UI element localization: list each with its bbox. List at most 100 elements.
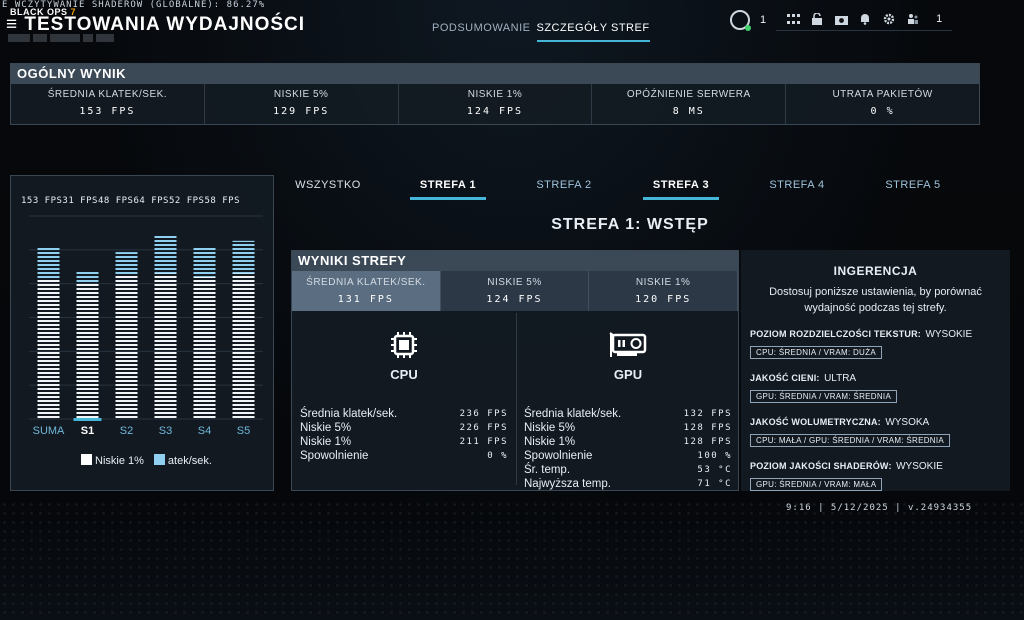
setting-shadow-quality[interactable]: JAKOŚĆ CIENI: ULTRA GPU: ŚREDNIA / VRAM:… — [750, 368, 1010, 404]
metric-label: Niskie 1% — [300, 436, 352, 448]
zone-results-panel: WYNIKI STREFY ŚREDNIA KLATEK/SEK. 131 FPS… — [291, 250, 739, 491]
zone-tab-3[interactable]: STREFA 3 — [643, 179, 719, 200]
bar-low1-s5[interactable] — [232, 273, 255, 419]
chart-top-labels: 153 FPS31 FPS48 FPS64 FPS52 FPS58 FPS — [21, 196, 240, 206]
rank-icon[interactable] — [730, 9, 751, 31]
legend-label: atek/sek. — [167, 455, 212, 467]
bar-low1-s2[interactable] — [115, 274, 138, 419]
stat-label: ŚREDNIA KLATEK/SEK. — [47, 89, 168, 100]
bar-avg-fps-s2[interactable] — [115, 252, 138, 275]
overall-title: OGÓLNY WYNIK — [11, 64, 979, 84]
metric-label: Niskie 1% — [524, 436, 576, 448]
setting-name: POZIOM ROZDZIELCZOŚCI TEKSTUR: — [750, 329, 921, 339]
lock-icon[interactable] — [810, 12, 824, 26]
rank-level: 1 — [760, 13, 767, 26]
zone-tab-1[interactable]: STREFA 1 — [410, 179, 486, 200]
metric-row: Śr. temp. 53 °C — [524, 463, 732, 477]
stat-label: NISKIE 1% — [467, 89, 523, 100]
gpu-icon — [609, 331, 647, 359]
metric-value: 53 °C — [697, 465, 732, 475]
legend-item-low1: Niskie 1% — [81, 454, 144, 467]
zone-tab-5[interactable]: STREFA 5 — [885, 179, 941, 191]
zone-tab-4[interactable]: STREFA 4 — [769, 179, 825, 191]
bar-avg-fps-s4[interactable] — [193, 247, 216, 277]
zone-tab-2[interactable]: STREFA 2 — [536, 179, 592, 191]
stat-label: NISKIE 5% — [487, 277, 542, 288]
bell-icon[interactable] — [858, 12, 872, 26]
shader-loading-ticker: E WCZYTYWANIE SHADERÓW (GLOBALNE): 86.27… — [2, 0, 266, 10]
bar-low1-suma[interactable] — [37, 279, 60, 419]
friends-icon[interactable] — [906, 12, 920, 26]
setting-value: ULTRA — [824, 373, 857, 384]
chart-category-label-s2[interactable]: S2 — [120, 425, 133, 437]
setting-name: POZIOM JAKOŚCI SHADERÓW: — [750, 461, 892, 471]
chart-category-label-suma[interactable]: SUMA — [33, 425, 65, 437]
metric-label: Niskie 5% — [300, 422, 352, 434]
metric-label: Śr. temp. — [524, 464, 571, 476]
stat-avg-fps: ŚREDNIA KLATEK/SEK. 131 FPS — [292, 271, 441, 311]
setting-volumetric-quality[interactable]: JAKOŚĆ WOLUMETRYCZNA: WYSOKA CPU: MAŁA /… — [750, 412, 1010, 448]
stat-low5: NISKIE 5% 129 FPS — [205, 84, 399, 124]
system-icons: 1 — [776, 8, 953, 31]
stat-label: NISKIE 1% — [635, 277, 691, 288]
stat-value: 129 FPS — [273, 106, 330, 117]
stat-avg-fps: ŚREDNIA KLATEK/SEK. 153 FPS — [11, 84, 205, 124]
bar-avg-fps-s1[interactable] — [76, 271, 99, 284]
bar-low1-s1[interactable] — [76, 283, 99, 419]
stat-label: UTRATA PAKIETÓW — [832, 89, 933, 100]
chart-legend: Niskie 1% atek/sek. — [81, 454, 212, 467]
stat-label: ŚREDNIA KLATEK/SEK. — [306, 277, 426, 288]
gear-icon[interactable] — [882, 12, 896, 26]
stat-low1: NISKIE 1% 124 FPS — [399, 84, 593, 124]
metric-row: Średnia klatek/sek. 132 FPS — [524, 407, 732, 421]
metric-row: Niskie 1% 211 FPS — [300, 435, 508, 449]
metric-label: Niskie 5% — [524, 422, 576, 434]
tab-zone-details[interactable]: SZCZEGÓŁY STREF — [536, 22, 650, 42]
stat-packet-loss: UTRATA PAKIETÓW 0 % — [786, 84, 979, 124]
gpu-metrics: Średnia klatek/sek. 132 FPS Niskie 5% 128 … — [524, 407, 732, 491]
stat-low1: NISKIE 1% 120 FPS — [589, 271, 739, 311]
stat-value: 120 FPS — [635, 294, 692, 305]
cpu-metrics: Średnia klatek/sek. 236 FPS Niskie 5% 226 … — [300, 407, 508, 463]
legend-item-avg: atek/sek. — [153, 454, 212, 467]
stat-label: NISKIE 5% — [273, 89, 329, 100]
chart-category-label-s5[interactable]: S5 — [237, 425, 250, 437]
camera-icon[interactable] — [834, 12, 848, 26]
metric-row: Spowolnienie 100 % — [524, 449, 732, 463]
stat-label: OPÓŹNIENIE SERWERA — [626, 89, 751, 100]
setting-value: WYSOKA — [885, 417, 930, 428]
gpu-section: GPU Średnia klatek/sek. 132 FPS Niskie 5%… — [516, 313, 740, 490]
setting-impact-tag: GPU: ŚREDNIA / VRAM: ŚREDNIA — [750, 390, 898, 403]
bar-avg-fps-suma[interactable] — [37, 246, 60, 280]
metric-value: 236 FPS — [459, 409, 508, 419]
setting-impact-tag: GPU: ŚREDNIA / VRAM: MAŁA — [750, 478, 883, 491]
grid-icon[interactable] — [786, 12, 800, 26]
setting-impact-tag: CPU: ŚREDNIA / VRAM: DUŻA — [750, 346, 882, 359]
setting-name: JAKOŚĆ WOLUMETRYCZNA: — [750, 417, 881, 427]
zone-tab-all[interactable]: WSZYSTKO — [295, 179, 361, 191]
metric-row: Niskie 5% 128 FPS — [524, 421, 732, 435]
cpu-icon — [389, 331, 419, 359]
bar-avg-fps-s3[interactable] — [154, 234, 177, 274]
overall-score-panel: OGÓLNY WYNIK ŚREDNIA KLATEK/SEK. 153 FPS … — [10, 63, 980, 125]
bar-low1-s4[interactable] — [193, 276, 216, 419]
tab-summary[interactable]: PODSUMOWANIE — [432, 22, 531, 34]
setting-texture-resolution[interactable]: POZIOM ROZDZIELCZOŚCI TEKSTUR: WYSOKIE C… — [750, 324, 1010, 360]
setting-shader-quality[interactable]: POZIOM JAKOŚCI SHADERÓW: WYSOKIE GPU: ŚR… — [750, 456, 1010, 492]
legend-swatch — [153, 454, 165, 465]
stat-value: 153 FPS — [79, 106, 136, 117]
bar-low1-s3[interactable] — [154, 273, 177, 419]
gpu-title: GPU — [613, 367, 643, 382]
selected-bar-indicator — [73, 418, 102, 421]
main-nav-tabs: PODSUMOWANIE SZCZEGÓŁY STREF — [432, 22, 650, 42]
stat-value: 0 % — [870, 106, 895, 117]
chart-category-label-s4[interactable]: S4 — [198, 425, 211, 437]
chart-category-label-s3[interactable]: S3 — [159, 425, 172, 437]
metric-row: Niskie 5% 226 FPS — [300, 421, 508, 435]
chart-category-label-s1[interactable]: S1 — [81, 425, 94, 437]
bar-avg-fps-s5[interactable] — [232, 240, 255, 274]
setting-value: WYSOKIE — [925, 329, 973, 340]
cpu-section: CPU Średnia klatek/sek. 236 FPS Niskie 5%… — [292, 313, 517, 485]
stat-value: 131 FPS — [337, 294, 394, 305]
cpu-title: CPU — [390, 367, 418, 382]
